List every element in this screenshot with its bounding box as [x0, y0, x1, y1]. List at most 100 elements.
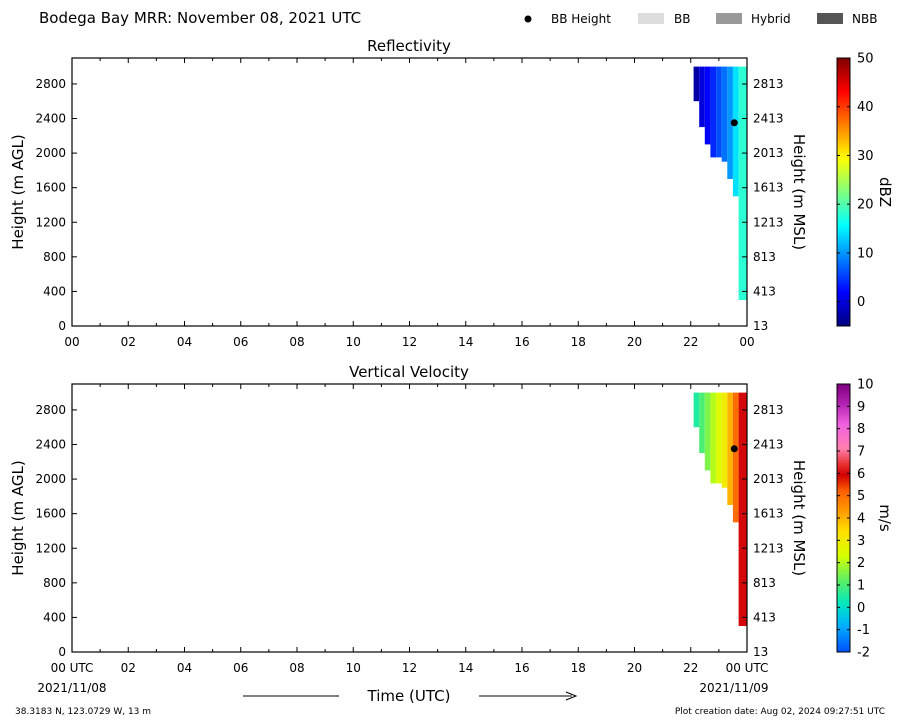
reflectivity-plot-frame [71, 57, 748, 327]
colorbar-tick-label: -1 [857, 623, 870, 638]
data-column [716, 392, 722, 484]
velocity-y2label: Height (m MSL) [790, 460, 808, 576]
data-column [732, 66, 739, 197]
legend-bb-height-label: BB Height [551, 12, 611, 26]
x-tick-label: 20 [627, 661, 642, 675]
x-tick-label: 16 [514, 335, 529, 349]
colorbar-tick-label: 10 [857, 378, 874, 393]
y2-tick-label: 2413 [753, 438, 784, 452]
colorbar-tick-label: 8 [857, 422, 865, 437]
velocity-ticks: 00 UTC 02 04 06 08 10 12 14 16 18 20 22 00 UTC 0 13 400… [35, 384, 784, 675]
legend-nbb-label: NBB [852, 12, 877, 26]
velocity-data [693, 392, 747, 626]
y-tick-label: 1200 [35, 541, 66, 555]
data-column [693, 392, 700, 428]
colorbar-tick-label: 9 [857, 400, 865, 415]
x-tick-label: 00 UTC [51, 661, 94, 675]
x-tick-label: 04 [177, 335, 192, 349]
data-column [710, 66, 716, 158]
y2-tick-label: 2013 [753, 146, 784, 160]
y2-tick-label: 413 [753, 284, 776, 298]
x-tick-label: 16 [514, 661, 529, 675]
header-legend: BB Height BB Hybrid NBB [524, 12, 877, 26]
x-tick-label: 04 [177, 661, 192, 675]
x-tick-label: 14 [458, 661, 473, 675]
data-column [693, 66, 700, 102]
colorbar-tick-label: 50 [857, 52, 874, 67]
x-tick-label: 20 [627, 335, 642, 349]
colorbar-tick-label: 0 [857, 295, 865, 310]
data-column [727, 392, 733, 505]
legend-hybrid-label: Hybrid [751, 12, 791, 26]
x-tick-label: 08 [289, 661, 304, 675]
bb-height-marker [730, 445, 738, 453]
y-tick-label: 2400 [35, 438, 66, 452]
y2-tick-label: 1613 [753, 181, 784, 195]
data-column [716, 66, 722, 158]
x-tick-label: 14 [458, 335, 473, 349]
reflectivity-colorbar [836, 57, 851, 327]
y2-tick-label: 813 [753, 576, 776, 590]
y-tick-label: 2000 [35, 472, 66, 486]
y2-tick-label: 13 [753, 319, 768, 333]
colorbar-tick-label: 40 [857, 100, 874, 115]
data-column [699, 392, 705, 454]
y2-tick-label: 413 [753, 610, 776, 624]
colorbar-tick-label: 20 [857, 198, 874, 213]
reflectivity-panel: Reflectivity 00 02 04 06 08 10 12 14 16 18 20 22 000… [9, 37, 894, 349]
colorbar-tick-label: 30 [857, 149, 874, 164]
reflectivity-colorbar-label: dBZ [876, 177, 894, 207]
end-date-label: 2021/11/09 [699, 681, 768, 695]
x-tick-label: 18 [571, 661, 586, 675]
x-tick-label: 18 [571, 335, 586, 349]
reflectivity-colorbar-ticks: 0 10 20 30 40 50 [837, 52, 874, 310]
data-column [727, 66, 733, 179]
reflectivity-data [693, 66, 747, 300]
y-tick-label: 1600 [35, 181, 66, 195]
y-tick-label: 0 [58, 645, 66, 659]
y2-tick-label: 1213 [753, 215, 784, 229]
velocity-colorbar-ticks: -2 -1 0 1 2 3 4 5 6 7 8 9 10 [837, 378, 874, 661]
legend-bb-height-marker [524, 15, 532, 23]
y-tick-label: 2000 [35, 146, 66, 160]
data-column [721, 392, 728, 488]
legend-hybrid-swatch [716, 13, 742, 24]
y-tick-label: 800 [43, 576, 66, 590]
y-tick-label: 400 [43, 284, 66, 298]
legend-bb-label: BB [674, 12, 690, 26]
y-tick-label: 400 [43, 610, 66, 624]
x-tick-label: 22 [683, 661, 698, 675]
y2-tick-label: 1213 [753, 541, 784, 555]
legend-nbb-swatch [817, 13, 843, 24]
y-tick-label: 1600 [35, 507, 66, 521]
y-tick-label: 1200 [35, 215, 66, 229]
velocity-panel: Vertical Velocity 00 UTC 02 04 06 08 10 12 14 16… [9, 363, 894, 675]
y2-tick-label: 813 [753, 250, 776, 264]
xlabel: Time (UTC) [367, 687, 451, 705]
reflectivity-ylabel: Height (m AGL) [9, 134, 27, 249]
data-column [738, 66, 747, 300]
y2-tick-label: 2413 [753, 112, 784, 126]
x-tick-label: 12 [402, 661, 417, 675]
velocity-title: Vertical Velocity [349, 363, 469, 381]
colorbar-tick-label: 7 [857, 445, 865, 460]
y2-tick-label: 1613 [753, 507, 784, 521]
x-tick-label: 06 [233, 335, 248, 349]
x-tick-label: 08 [289, 335, 304, 349]
y-tick-label: 0 [58, 319, 66, 333]
start-date-label: 2021/11/08 [37, 681, 106, 695]
colorbar-tick-label: 3 [857, 534, 865, 549]
figure-title: Bodega Bay MRR: November 08, 2021 UTC [39, 9, 361, 27]
colorbar-tick-label: 2 [857, 556, 865, 571]
x-tick-label: 10 [346, 335, 361, 349]
data-column [704, 392, 711, 471]
x-tick-label: 10 [346, 661, 361, 675]
data-column [710, 392, 716, 484]
data-column [732, 392, 739, 523]
data-column [704, 66, 711, 145]
colorbar-tick-label: 6 [857, 467, 865, 482]
y2-tick-label: 2813 [753, 403, 784, 417]
data-column [721, 66, 728, 162]
legend-bb-swatch [638, 13, 664, 24]
